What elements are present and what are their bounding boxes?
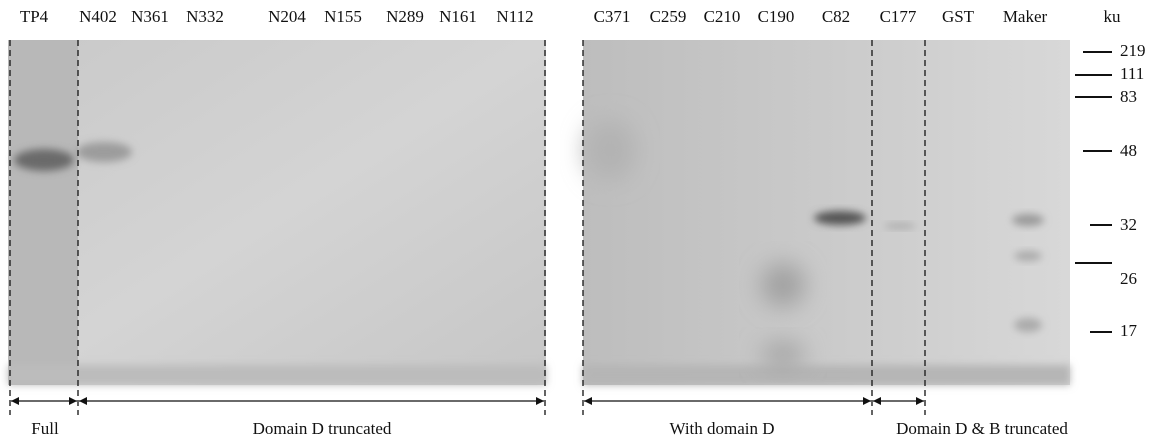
- region-label: Full: [31, 419, 59, 438]
- lane-label: N112: [496, 7, 533, 26]
- lane-label: C371: [594, 7, 631, 26]
- lane-label: N332: [186, 7, 224, 26]
- blot-left: [8, 40, 546, 385]
- marker-label: 83: [1120, 87, 1137, 106]
- marker-label: 48: [1120, 141, 1137, 160]
- marker-label: 17: [1120, 321, 1138, 340]
- lane-label: GST: [942, 7, 975, 26]
- lane-label: C82: [822, 7, 850, 26]
- lane-label: C259: [650, 7, 687, 26]
- lane-label: N204: [268, 7, 306, 26]
- lane-label: C210: [704, 7, 741, 26]
- blot-edge: [583, 365, 1070, 385]
- region-label: With domain D: [669, 419, 774, 438]
- blot-figure: TP4 N402 N361 N332 N204 N155 N289 N161 N112 C371 C…: [0, 0, 1163, 443]
- lane-label: N361: [131, 7, 169, 26]
- region-label: Domain D truncated: [253, 419, 392, 438]
- marker-label: 32: [1120, 215, 1137, 234]
- marker-label: 26: [1120, 269, 1137, 288]
- lane-label: C177: [880, 7, 917, 26]
- lane-label: N289: [386, 7, 424, 26]
- lane-label: TP4: [20, 7, 49, 26]
- marker-label: 219: [1120, 41, 1146, 60]
- marker-label: 111: [1120, 64, 1144, 83]
- lane-label: C190: [758, 7, 795, 26]
- lane-label: Maker: [1003, 7, 1048, 26]
- lane-label: N402: [79, 7, 117, 26]
- blot-edge: [8, 365, 546, 385]
- lane-label: N155: [324, 7, 362, 26]
- region-label: Domain D & B truncated: [896, 419, 1068, 438]
- lane-label: N161: [439, 7, 477, 26]
- lane-full: [8, 40, 78, 385]
- unit-label: ku: [1104, 7, 1122, 26]
